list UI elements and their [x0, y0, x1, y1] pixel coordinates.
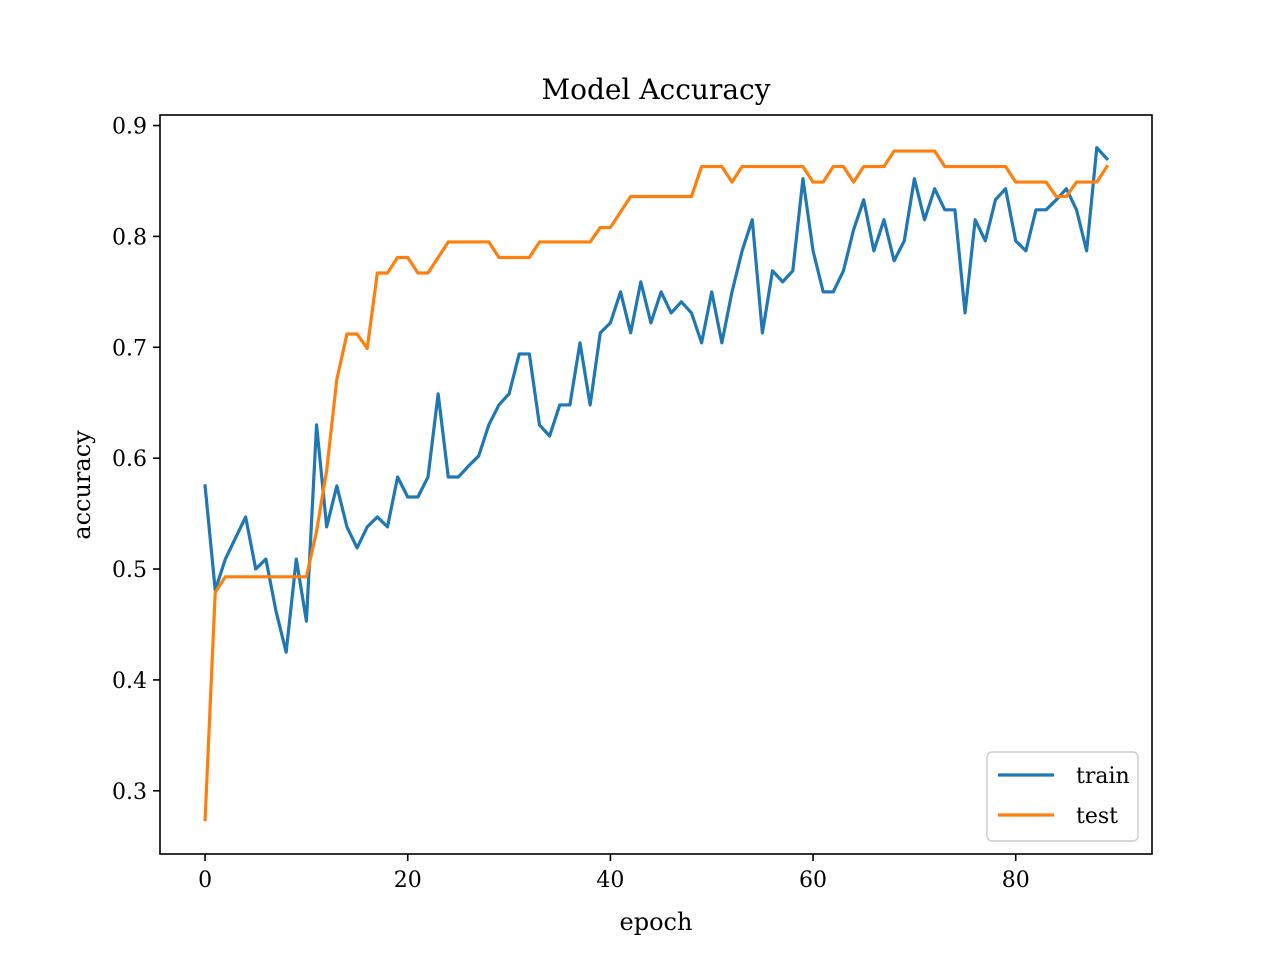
x-tick-label: 80	[1002, 868, 1030, 893]
legend-label-train: train	[1076, 764, 1130, 789]
y-tick-label: 0.6	[112, 447, 147, 472]
y-tick-label: 0.4	[112, 669, 147, 694]
legend-label-test: test	[1076, 804, 1118, 829]
chart-title: Model Accuracy	[541, 73, 770, 106]
y-tick-label: 0.5	[112, 558, 147, 583]
y-tick-label: 0.3	[112, 780, 147, 805]
plot-area: 0 20 40 60 80 0.3 0.4 0.5 0.6 0.7 0.8 0.9 train test	[112, 114, 1153, 893]
y-tick-label: 0.7	[112, 336, 147, 361]
y-tick-label: 0.9	[112, 115, 147, 140]
x-tick-label: 20	[394, 868, 422, 893]
x-tick-label: 40	[596, 868, 624, 893]
series-line-test	[203, 149, 1110, 822]
axes-frame	[159, 114, 1153, 855]
x-tick-label: 0	[198, 868, 212, 893]
y-tick-label: 0.8	[112, 225, 147, 250]
x-tick-label: 60	[799, 868, 827, 893]
series-line-train	[203, 146, 1110, 654]
x-axis-label: epoch	[620, 908, 693, 936]
y-axis-label: accuracy	[68, 430, 96, 540]
